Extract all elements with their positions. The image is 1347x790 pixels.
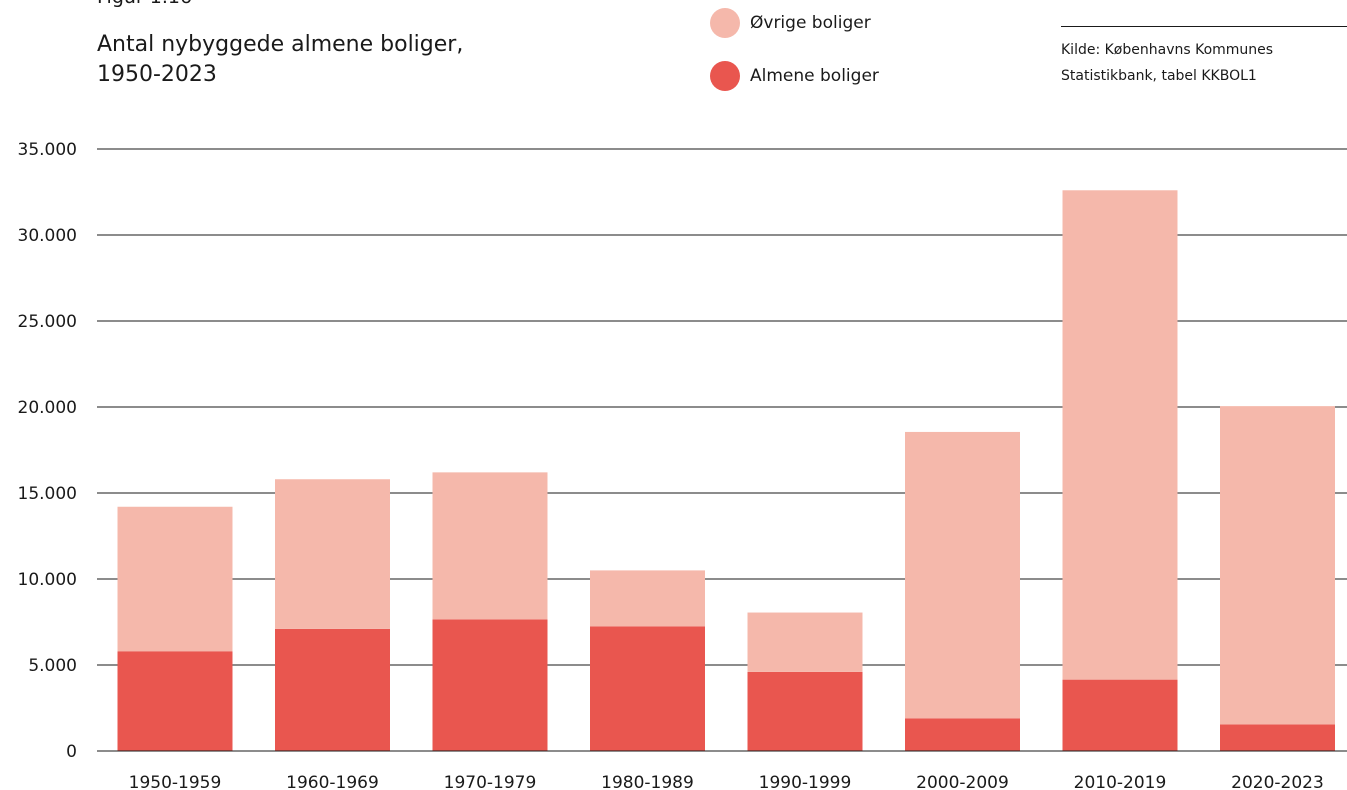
bar-ovrige xyxy=(275,479,390,629)
x-tick-label: 2010-2019 xyxy=(1074,773,1167,790)
bar-almene xyxy=(117,651,233,751)
y-tick-label: 20.000 xyxy=(18,398,77,418)
y-tick-label: 30.000 xyxy=(18,226,77,246)
bar-almene xyxy=(1220,724,1335,751)
bar-ovrige xyxy=(747,612,863,672)
legend-label-ovrige: Øvrige boliger xyxy=(750,13,871,33)
x-tick-label: 2000-2009 xyxy=(916,773,1009,790)
legend-swatch-almene xyxy=(710,61,740,91)
figure-label: Figur 1.16 xyxy=(97,0,192,8)
bar-almene xyxy=(1062,679,1178,751)
bar-ovrige xyxy=(905,431,1020,719)
bar-almene xyxy=(275,628,390,751)
y-tick-label: 5.000 xyxy=(28,656,77,676)
source-note: Kilde: Københavns Kommunes Statistikbank… xyxy=(1061,26,1347,89)
bar-ovrige xyxy=(432,472,548,620)
bar-almene xyxy=(747,671,863,751)
legend: Øvrige boliger Almene boliger xyxy=(710,8,879,114)
x-tick-label: 1950-1959 xyxy=(129,773,222,790)
legend-swatch-ovrige xyxy=(710,8,740,38)
x-tick-label: 1990-1999 xyxy=(759,773,852,790)
bar-almene xyxy=(905,718,1020,751)
bar-almene xyxy=(590,626,705,751)
y-tick-label: 35.000 xyxy=(18,140,77,160)
x-tick-label: 1980-1989 xyxy=(601,773,694,790)
y-tick-label: 10.000 xyxy=(18,570,77,590)
legend-label-almene: Almene boliger xyxy=(750,66,879,86)
y-tick-label: 15.000 xyxy=(18,484,77,504)
x-tick-label: 1960-1969 xyxy=(286,773,379,790)
legend-item-almene: Almene boliger xyxy=(710,61,879,91)
x-tick-label: 2020-2023 xyxy=(1231,773,1324,790)
y-tick-label: 0 xyxy=(66,742,77,762)
x-tick-label: 1970-1979 xyxy=(444,773,537,790)
y-tick-label: 25.000 xyxy=(18,312,77,332)
bar-ovrige xyxy=(1220,406,1335,725)
bar-ovrige xyxy=(590,570,705,627)
legend-item-ovrige: Øvrige boliger xyxy=(710,8,879,38)
chart-title: Antal nybyggede almene boliger, 1950-202… xyxy=(97,32,464,87)
bar-ovrige xyxy=(1062,190,1178,680)
bar-ovrige xyxy=(117,506,233,652)
bar-almene xyxy=(432,619,548,751)
